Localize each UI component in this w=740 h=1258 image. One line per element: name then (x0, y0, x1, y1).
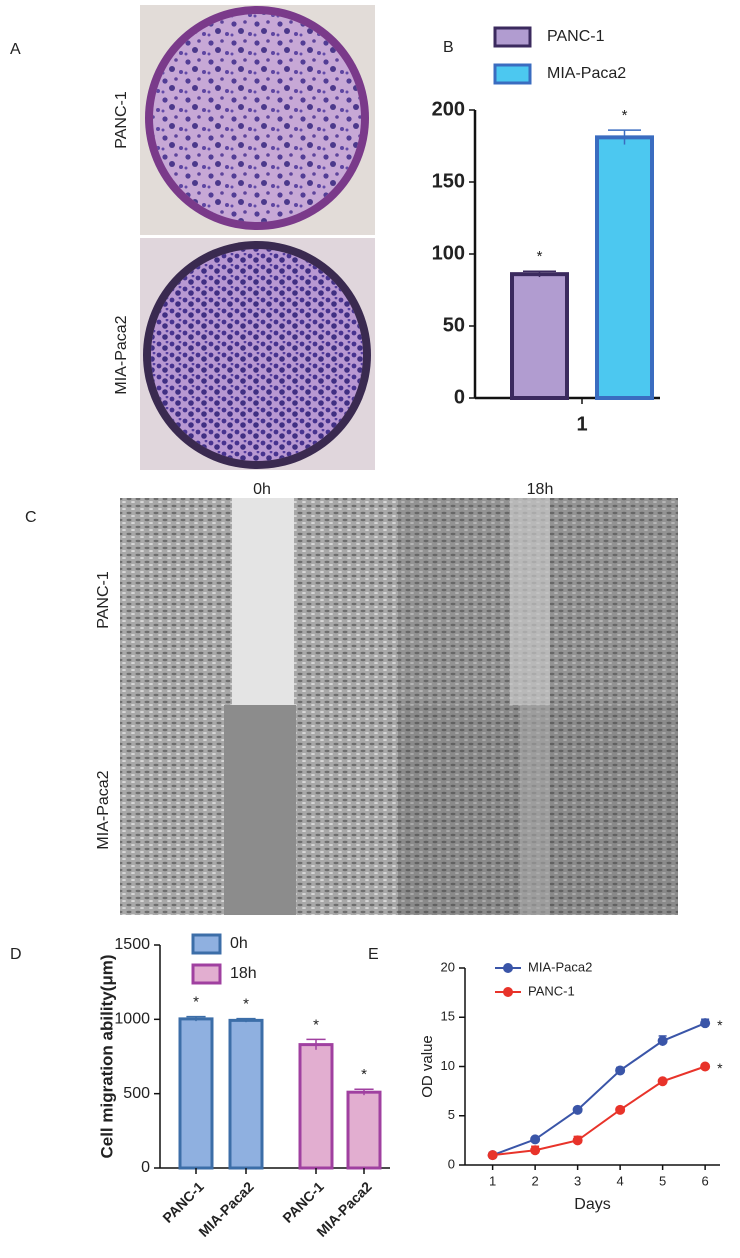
legend-swatch (493, 26, 532, 48)
point (657, 1035, 668, 1046)
x-tick-label: MIA-Paca2 (195, 1178, 257, 1240)
y-tick-label: 50 (443, 314, 465, 336)
y-tick-label: 500 (123, 1085, 150, 1102)
row-label: MIA-Paca2 (113, 315, 130, 394)
bar (228, 1018, 264, 1170)
y-tick-label: 0 (141, 1159, 150, 1176)
y-tick-label: 150 (432, 170, 465, 192)
y-tick-label: 15 (441, 1009, 455, 1024)
point (657, 1076, 668, 1087)
x-axis-label: Days (574, 1196, 610, 1213)
colony-photo (140, 5, 375, 235)
panel-label: A (10, 41, 21, 58)
y-tick-label: 10 (441, 1058, 455, 1073)
row-label: MIA-Paca2 (95, 770, 112, 849)
legend-marker (503, 987, 513, 997)
y-tick-label: 100 (432, 242, 465, 264)
x-tick-label: PANC-1 (159, 1178, 207, 1226)
colony-photo (140, 238, 375, 470)
significance-mark: * (313, 1016, 319, 1033)
point (487, 1150, 498, 1161)
panel-label: C (25, 509, 37, 526)
significance-mark: * (537, 248, 543, 265)
line (492, 1065, 706, 1157)
y-tick-label: 20 (441, 959, 455, 974)
legend-label: PANC-1 (528, 983, 575, 998)
x-tick-label: 5 (659, 1173, 666, 1188)
legend-marker (503, 963, 513, 973)
legend-label: MIA-Paca2 (528, 959, 592, 974)
x-tick-label: 4 (617, 1173, 624, 1188)
y-tick-label: 1000 (114, 1011, 150, 1028)
point (615, 1104, 626, 1115)
column-label: 18h (527, 481, 554, 498)
point (615, 1065, 626, 1076)
point (572, 1135, 583, 1146)
y-tick-label: 200 (432, 98, 465, 120)
y-tick-label: 0 (448, 1156, 455, 1171)
line (492, 1022, 706, 1157)
bar (178, 1017, 214, 1170)
y-tick-label: 1500 (114, 936, 150, 953)
panel-label: D (10, 946, 22, 963)
legend-label: MIA-Paca2 (547, 65, 626, 82)
point (700, 1018, 711, 1029)
y-axis-label: OD value (419, 1035, 436, 1098)
panel-label: B (443, 39, 454, 56)
legend-label: PANC-1 (547, 28, 605, 45)
x-tick-label: 1 (576, 413, 587, 435)
legend-swatch (191, 963, 222, 985)
significance-mark: * (717, 1017, 723, 1033)
point (700, 1061, 711, 1072)
panel-label: E (368, 946, 379, 963)
significance-mark: * (622, 107, 628, 124)
y-tick-label: 5 (448, 1107, 455, 1122)
legend-swatch (493, 63, 532, 85)
significance-mark: * (361, 1066, 367, 1083)
significance-mark: * (243, 996, 249, 1013)
y-tick-label: 0 (454, 386, 465, 408)
significance-mark: * (193, 994, 199, 1011)
x-tick-label: 6 (702, 1173, 709, 1188)
row-label: PANC-1 (95, 571, 112, 629)
significance-mark: * (717, 1060, 723, 1076)
row-label: PANC-1 (113, 91, 130, 149)
x-tick-label: 2 (532, 1173, 539, 1188)
wound-photo (120, 498, 678, 915)
bar (298, 1043, 334, 1170)
x-tick-label: 1 (489, 1173, 496, 1188)
x-tick-label: PANC-1 (279, 1178, 327, 1226)
x-tick-label: 3 (574, 1173, 581, 1188)
point (530, 1145, 541, 1156)
legend-swatch (191, 933, 222, 955)
bar (595, 135, 654, 401)
y-axis-label: Cell migration ability(μm) (97, 954, 116, 1158)
column-label: 0h (253, 481, 271, 498)
point (530, 1134, 541, 1145)
legend-label: 0h (230, 935, 248, 952)
legend-label: 18h (230, 965, 257, 982)
point (572, 1104, 583, 1115)
bar (346, 1090, 382, 1170)
bar (510, 272, 569, 400)
